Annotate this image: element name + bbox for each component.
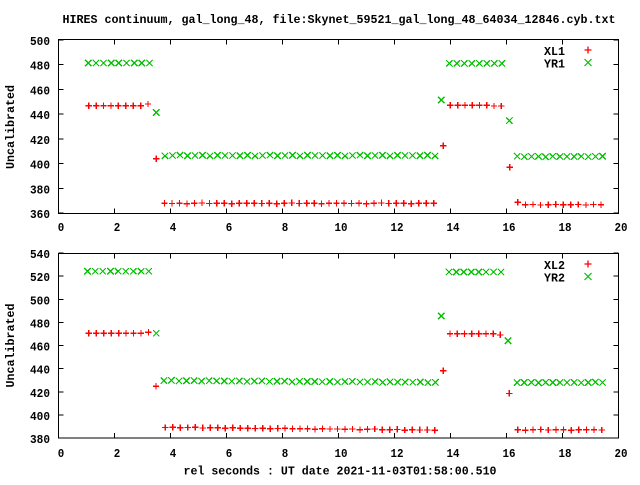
svg-text:10: 10 <box>335 447 348 461</box>
svg-text:Uncalibrated: Uncalibrated <box>4 85 18 169</box>
svg-text:460: 460 <box>30 84 50 98</box>
svg-text:460: 460 <box>30 341 50 355</box>
svg-text:540: 540 <box>30 248 50 262</box>
svg-text:12: 12 <box>391 221 404 235</box>
svg-text:4: 4 <box>170 447 177 461</box>
svg-text:500: 500 <box>30 35 50 49</box>
svg-text:480: 480 <box>30 60 50 74</box>
svg-text:18: 18 <box>559 447 572 461</box>
svg-text:2: 2 <box>114 447 121 461</box>
svg-text:6: 6 <box>226 447 233 461</box>
svg-text:400: 400 <box>30 159 50 173</box>
svg-text:20: 20 <box>615 221 628 235</box>
svg-text:HIRES continuum, gal_long_48,: HIRES continuum, gal_long_48, file:Skyne… <box>63 13 616 27</box>
svg-text:0: 0 <box>58 447 65 461</box>
svg-text:440: 440 <box>30 109 50 123</box>
svg-text:4: 4 <box>170 221 177 235</box>
svg-text:520: 520 <box>30 271 50 285</box>
svg-text:6: 6 <box>226 221 233 235</box>
svg-text:XL2: XL2 <box>544 259 565 273</box>
svg-text:360: 360 <box>30 208 50 222</box>
svg-text:12: 12 <box>391 447 404 461</box>
svg-text:8: 8 <box>282 221 289 235</box>
svg-text:20: 20 <box>615 447 628 461</box>
svg-text:14: 14 <box>447 221 460 235</box>
svg-text:10: 10 <box>335 221 348 235</box>
svg-text:400: 400 <box>30 410 50 424</box>
svg-text:8: 8 <box>282 447 289 461</box>
svg-text:420: 420 <box>30 387 50 401</box>
svg-text:Uncalibrated: Uncalibrated <box>4 304 18 388</box>
svg-text:YR1: YR1 <box>544 58 565 72</box>
svg-text:0: 0 <box>58 221 65 235</box>
svg-text:480: 480 <box>30 317 50 331</box>
svg-text:YR2: YR2 <box>544 272 565 286</box>
svg-text:2: 2 <box>114 221 121 235</box>
svg-text:16: 16 <box>503 447 516 461</box>
svg-text:380: 380 <box>30 183 50 197</box>
svg-text:420: 420 <box>30 134 50 148</box>
svg-text:440: 440 <box>30 364 50 378</box>
svg-text:14: 14 <box>447 447 460 461</box>
svg-text:rel seconds : UT date 2021-11-: rel seconds : UT date 2021-11-03T01:58:0… <box>184 465 497 479</box>
svg-text:16: 16 <box>503 221 516 235</box>
svg-text:XL1: XL1 <box>544 45 565 59</box>
svg-text:18: 18 <box>559 221 572 235</box>
svg-text:500: 500 <box>30 294 50 308</box>
svg-text:380: 380 <box>30 433 50 447</box>
